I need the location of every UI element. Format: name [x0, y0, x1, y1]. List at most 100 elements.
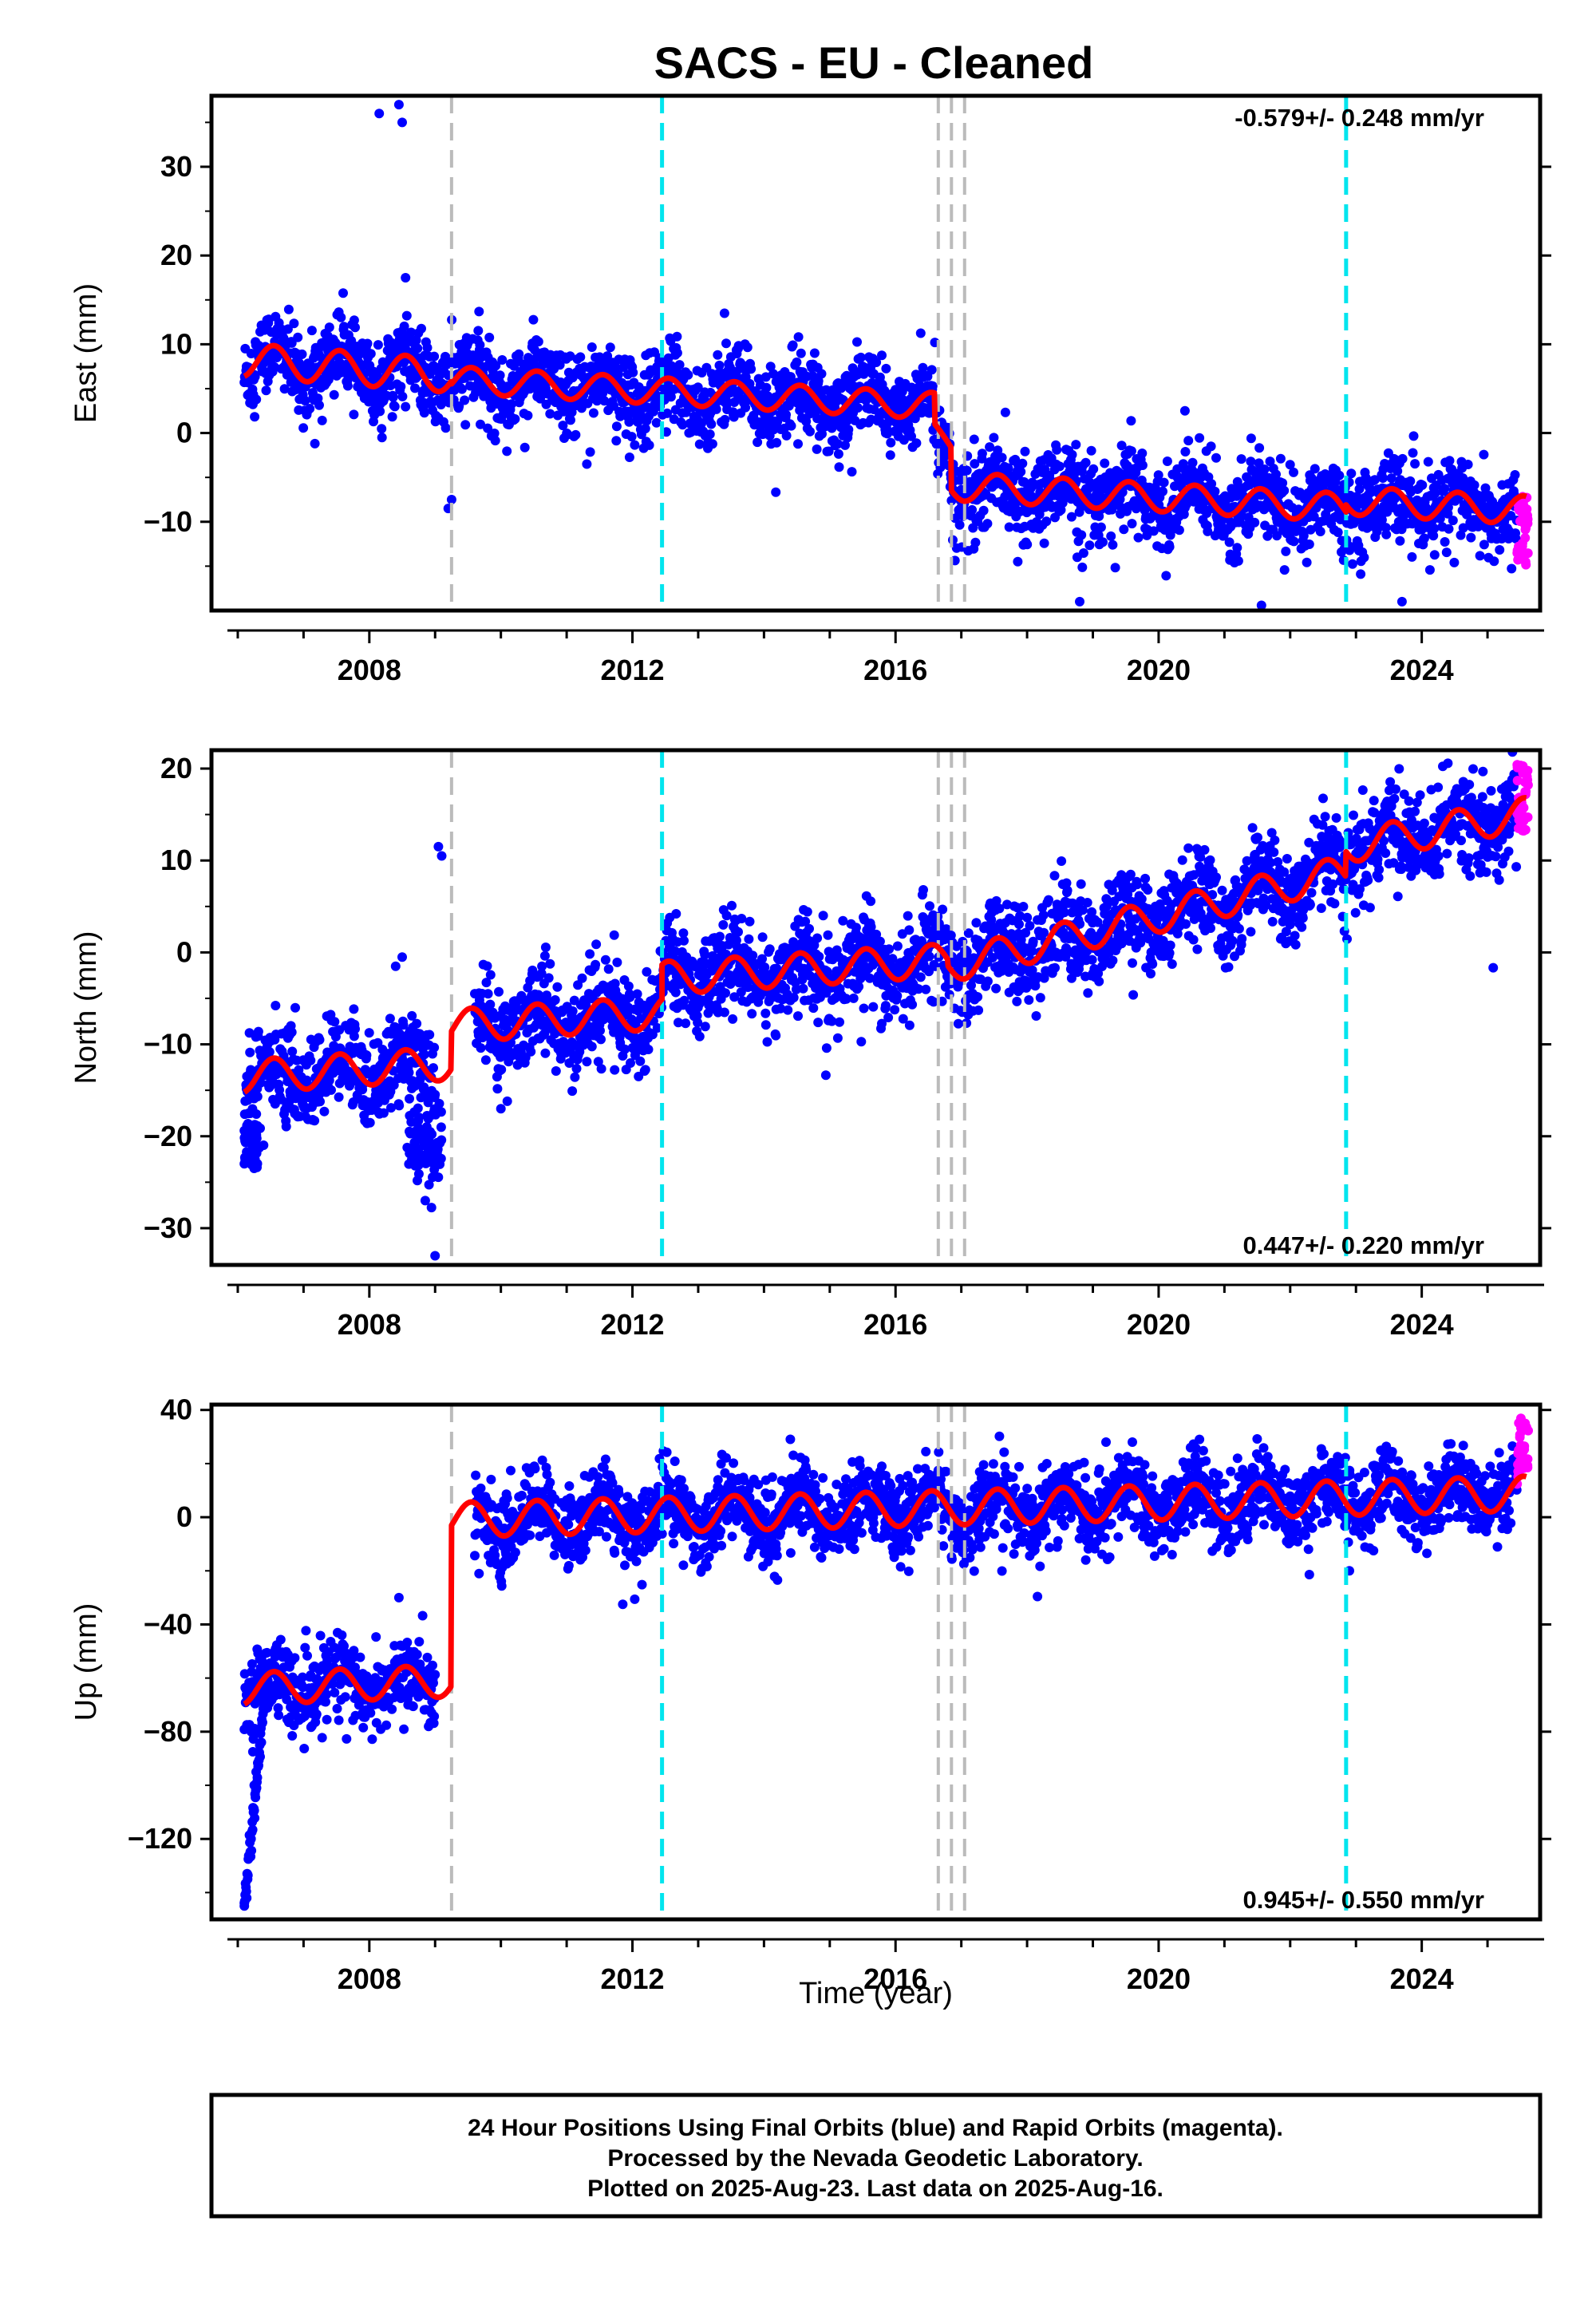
north-point [404, 1067, 414, 1077]
north-point [350, 1024, 360, 1034]
east-point [489, 429, 500, 438]
east-point [1417, 480, 1428, 490]
east-point [1017, 458, 1028, 468]
north-point [915, 972, 926, 982]
east-point [387, 412, 397, 422]
east-point [1110, 563, 1120, 573]
north-point [600, 954, 610, 965]
east-point [545, 409, 555, 419]
north-point [1012, 996, 1022, 1006]
north-point [476, 1043, 486, 1053]
east-point [389, 401, 400, 412]
east-point [507, 399, 517, 409]
east-point [1334, 470, 1345, 480]
north-point [812, 933, 823, 943]
east-point [1458, 523, 1468, 533]
east-point [528, 314, 539, 325]
east-point [475, 340, 485, 350]
east-point [497, 355, 508, 365]
east-point [883, 429, 892, 439]
east-point [781, 409, 791, 420]
east-ylabel: East (mm) [69, 283, 103, 423]
east-point [1419, 533, 1429, 543]
east-point [1131, 504, 1141, 514]
east-point [1250, 517, 1260, 528]
east-point [588, 408, 598, 418]
east-point [1359, 552, 1369, 563]
east-point [711, 404, 721, 414]
east-point [1407, 551, 1417, 562]
east-point [753, 437, 763, 448]
north-point [324, 1075, 334, 1085]
north-point [814, 951, 824, 962]
east-point [1449, 557, 1460, 567]
east-point [339, 322, 349, 332]
east-point [768, 369, 778, 379]
east-outlier [719, 308, 729, 318]
east-point [533, 337, 543, 347]
east-point [1381, 529, 1392, 539]
north-point [813, 1018, 824, 1028]
east-point [602, 351, 613, 362]
east-point [911, 438, 922, 449]
east-point [1429, 524, 1440, 534]
east-point [297, 349, 307, 359]
north-point [290, 1002, 300, 1013]
east-ytick-label: 10 [160, 327, 192, 360]
east-point [793, 332, 804, 342]
east-point [1408, 448, 1418, 458]
east-point [1361, 472, 1371, 483]
east-point [473, 326, 484, 336]
east-point [397, 391, 408, 401]
east-point [1510, 470, 1520, 480]
north-point [407, 1010, 417, 1021]
north-point [364, 1028, 374, 1038]
north-point [1087, 954, 1097, 965]
east-point [1444, 524, 1454, 534]
east-point [1410, 459, 1420, 469]
north-point [349, 1004, 359, 1014]
east-point [761, 382, 772, 393]
east-point [1408, 431, 1419, 441]
north-point [733, 927, 743, 937]
east-point [1289, 467, 1298, 477]
east-point [673, 368, 683, 378]
north-point [540, 1048, 551, 1058]
east-point [1013, 556, 1023, 567]
north-point [577, 973, 587, 983]
north-point [502, 1096, 512, 1106]
east-point [1271, 469, 1281, 480]
north-point [821, 1043, 832, 1053]
east-point [1347, 559, 1357, 569]
east-point [523, 410, 533, 421]
east-point [1137, 449, 1148, 458]
east-point [605, 342, 615, 353]
east-point [879, 385, 890, 396]
north-point [596, 1064, 606, 1074]
north-point [854, 982, 864, 992]
north-point [808, 1003, 819, 1014]
north-point [319, 1106, 330, 1117]
east-point [1349, 518, 1359, 528]
north-point [570, 1072, 580, 1082]
east-point [1405, 476, 1416, 486]
east-rapid-point [1517, 499, 1527, 509]
east-point [618, 362, 629, 372]
east-point [300, 396, 310, 406]
east-point [460, 395, 470, 405]
north-point [892, 990, 903, 1001]
east-point [644, 440, 654, 450]
north-point [585, 949, 595, 959]
east-ytick-label: 0 [176, 417, 192, 449]
east-point [323, 374, 334, 385]
north-point [1018, 902, 1029, 911]
east-point [1254, 443, 1265, 453]
north-point [593, 1057, 603, 1067]
east-point [624, 417, 634, 427]
east-point [1116, 441, 1127, 451]
east-point [401, 310, 412, 321]
east-point [785, 372, 796, 382]
north-point [334, 1092, 344, 1102]
east-ytick-label: 30 [160, 150, 192, 183]
